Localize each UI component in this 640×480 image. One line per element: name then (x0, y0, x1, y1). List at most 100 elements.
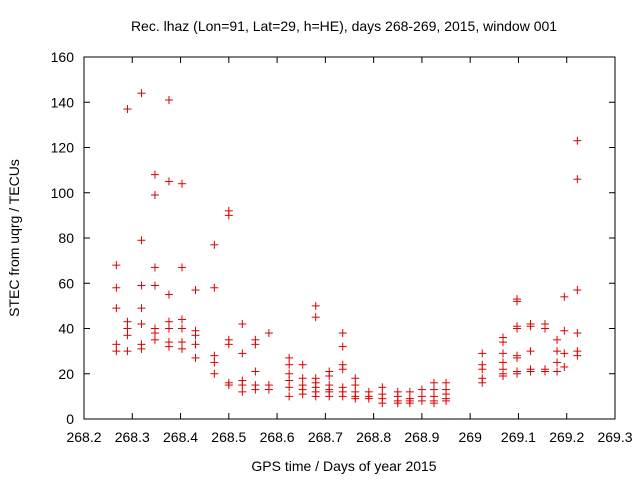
data-point (513, 369, 522, 378)
x-tick-label: 268.2 (66, 429, 101, 445)
data-point (164, 317, 173, 326)
data-point (285, 369, 294, 378)
data-point (311, 301, 320, 310)
data-point (338, 392, 347, 401)
data-point (177, 263, 186, 272)
data-point (553, 347, 562, 356)
y-tick-label: 60 (58, 275, 74, 291)
data-point (123, 324, 132, 333)
data-point (285, 383, 294, 392)
data-point (553, 358, 562, 367)
data-point (298, 360, 307, 369)
data-point (478, 349, 487, 358)
x-tick-label: 268.4 (163, 429, 198, 445)
data-point (251, 340, 260, 349)
y-tick-label: 0 (66, 411, 74, 427)
data-point (499, 338, 508, 347)
y-axis-label: STEC from uqrg / TECUs (6, 159, 22, 317)
data-point (311, 392, 320, 401)
data-point (251, 367, 260, 376)
data-point (191, 340, 200, 349)
data-point (123, 331, 132, 340)
x-tick-label: 268.7 (308, 429, 343, 445)
data-point (499, 349, 508, 358)
data-point (311, 313, 320, 322)
data-point (191, 353, 200, 362)
x-tick-label: 269.1 (501, 429, 536, 445)
data-point (112, 261, 121, 270)
y-tick-label: 80 (58, 230, 74, 246)
data-point (553, 367, 562, 376)
data-point (191, 331, 200, 340)
data-point (112, 340, 121, 349)
data-point (112, 304, 121, 313)
data-point (137, 319, 146, 328)
data-points (112, 89, 582, 408)
data-point (137, 281, 146, 290)
data-point (499, 358, 508, 367)
data-point (573, 286, 582, 295)
data-point (177, 315, 186, 324)
data-point (150, 263, 159, 272)
data-point (112, 283, 121, 292)
x-tick-label: 268.3 (115, 429, 150, 445)
data-point (298, 390, 307, 399)
data-point (526, 347, 535, 356)
axis-ticks: 268.2 268.3 268.4 268.5 268.6 268.7 268.8 268.9… (51, 49, 633, 445)
y-tick-label: 20 (58, 366, 74, 382)
data-point (573, 175, 582, 184)
data-point (351, 394, 360, 403)
data-point (298, 374, 307, 383)
data-point (325, 392, 334, 401)
y-tick-label: 100 (51, 185, 75, 201)
data-point (224, 340, 233, 349)
data-point (164, 324, 173, 333)
data-point (338, 329, 347, 338)
data-point (442, 378, 451, 387)
data-point (164, 342, 173, 351)
x-tick-label: 268.9 (404, 429, 439, 445)
data-point (541, 367, 550, 376)
data-point (210, 283, 219, 292)
data-point (238, 381, 247, 390)
data-point (164, 177, 173, 186)
data-point (405, 387, 414, 396)
x-tick-label: 269 (459, 429, 483, 445)
data-point (210, 351, 219, 360)
data-point (264, 329, 273, 338)
data-point (191, 286, 200, 295)
data-point (429, 378, 438, 387)
x-axis-label: GPS time / Days of year 2015 (251, 458, 436, 474)
data-point (238, 387, 247, 396)
data-point (150, 170, 159, 179)
data-point (405, 399, 414, 408)
data-point (112, 347, 121, 356)
data-point (150, 191, 159, 200)
data-point (137, 344, 146, 353)
data-point (478, 365, 487, 374)
data-point (560, 326, 569, 335)
data-point (210, 240, 219, 249)
data-point (338, 365, 347, 374)
data-point (264, 385, 273, 394)
data-point (429, 385, 438, 394)
data-point (224, 381, 233, 390)
data-point (123, 105, 132, 114)
data-point (137, 304, 146, 313)
data-point (378, 383, 387, 392)
data-point (351, 374, 360, 383)
data-point (325, 372, 334, 381)
data-point (417, 385, 426, 394)
data-point (177, 324, 186, 333)
x-tick-label: 268.5 (211, 429, 246, 445)
data-point (429, 399, 438, 408)
data-point (541, 324, 550, 333)
data-point (417, 396, 426, 405)
data-point (513, 297, 522, 306)
x-tick-label: 269.3 (597, 429, 632, 445)
data-point (123, 317, 132, 326)
data-point (285, 353, 294, 362)
data-point (513, 324, 522, 333)
data-point (177, 338, 186, 347)
